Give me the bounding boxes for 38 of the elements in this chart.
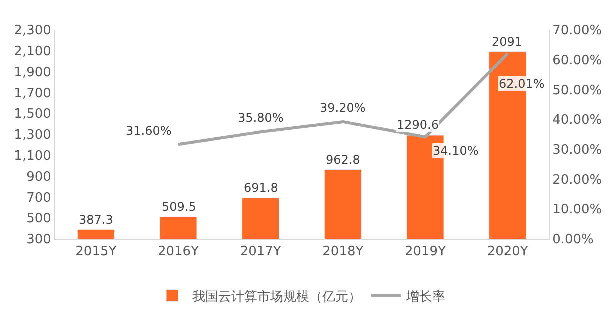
y-tick-label: 500 (26, 212, 52, 227)
x-tick-label: 2015Y (76, 244, 117, 260)
data-label: 1290.6 (397, 118, 439, 132)
data-label: 387.3 (79, 213, 114, 227)
y-tick-label: 900 (26, 170, 52, 185)
y-tick-label: 1,900 (14, 65, 52, 80)
legend-label: 增长率 (406, 288, 446, 305)
y2-tick-label: 70.00% (552, 24, 602, 39)
y2-tick-label: 50.00% (552, 83, 602, 98)
y2-tick-label: 30.00% (552, 142, 602, 158)
y2-tick-label: 40.00% (552, 113, 602, 128)
data-label: 509.5 (162, 200, 196, 214)
y-tick-label: 300 (26, 232, 52, 248)
y2-tick-label: 20.00% (552, 172, 602, 188)
y-tick-label: 1,500 (14, 107, 52, 122)
x-tick-label: 2019Y (404, 244, 446, 260)
y-tick-label: 2,300 (14, 24, 52, 39)
data-label: 31.60% (126, 124, 172, 138)
x-tick-label: 2017Y (240, 244, 282, 260)
y2-tick-label: 0.00% (552, 232, 594, 248)
y-tick-label: 1,300 (14, 128, 52, 144)
y-tick-label: 700 (26, 190, 52, 206)
y-tick-label: 2,100 (14, 44, 52, 60)
data-label: 39.20% (320, 101, 366, 115)
y2-tick-label: 10.00% (552, 202, 602, 218)
data-label: 62.01% (499, 77, 545, 91)
data-label: 34.10% (433, 144, 479, 158)
y-tick-label: 1,700 (14, 86, 52, 102)
legend-label: 我国云计算市场规模（亿元） (192, 290, 362, 305)
x-tick-label: 2018Y (322, 244, 364, 260)
data-label: 691.8 (244, 181, 278, 195)
x-tick-label: 2020Y (487, 244, 528, 260)
x-tick-label: 2016Y (158, 244, 200, 260)
data-label: 35.80% (238, 111, 284, 125)
data-label: 962.8 (326, 153, 360, 167)
data-label: 2091 (492, 35, 523, 49)
y2-tick-label: 60.00% (552, 53, 602, 68)
y-tick-label: 1,100 (14, 148, 52, 164)
